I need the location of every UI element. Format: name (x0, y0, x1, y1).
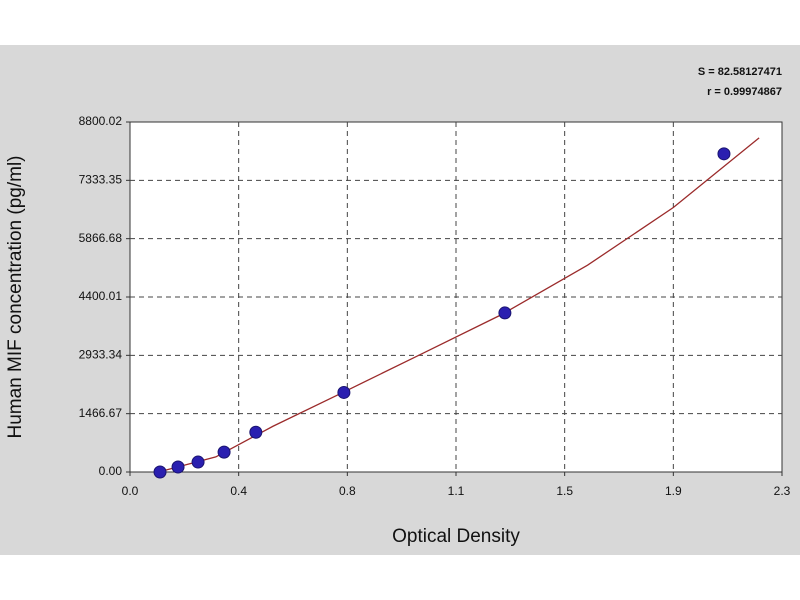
data-point (217, 445, 231, 459)
x-tick-label: 2.3 (774, 484, 791, 498)
data-point (337, 385, 351, 399)
x-axis-title: Optical Density (392, 526, 520, 547)
data-point (249, 425, 263, 439)
y-tick-label: 4400.01 (79, 289, 123, 303)
y-tick-label: 1466.67 (79, 406, 123, 420)
data-point (717, 147, 731, 161)
y-tick-label: 0.00 (99, 464, 123, 478)
data-point (498, 306, 512, 320)
y-tick-label: 2933.34 (79, 348, 123, 362)
x-tick-label: 0.0 (122, 484, 139, 498)
y-tick-label: 7333.35 (79, 173, 123, 187)
x-tick-label: 1.1 (448, 484, 465, 498)
y-tick-label: 8800.02 (79, 114, 123, 128)
x-tick-label: 0.8 (339, 484, 356, 498)
y-axis-title: Human MIF concentration (pg/ml) (5, 156, 26, 439)
data-point (153, 465, 167, 479)
data-point (191, 455, 205, 469)
annotation: S = 82.58127471 (698, 66, 782, 78)
data-point (171, 460, 185, 474)
x-tick-label: 0.4 (230, 484, 247, 498)
y-tick-label: 5866.68 (79, 231, 123, 245)
fit-curve (158, 137, 760, 473)
x-tick-label: 1.9 (665, 484, 682, 498)
x-tick-label: 1.5 (556, 484, 573, 498)
annotation: r = 0.99974867 (707, 86, 782, 98)
